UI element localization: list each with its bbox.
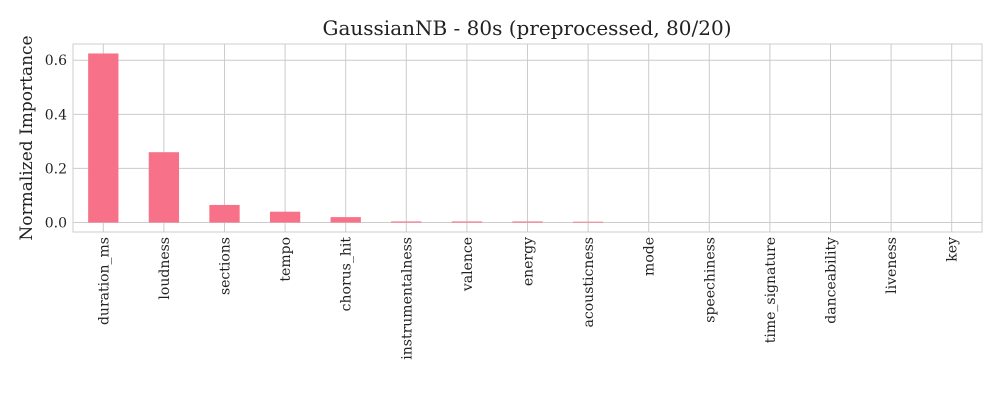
bar-tempo [269,211,301,223]
y-tick-label: 0.2 [45,161,67,177]
x-tick-label: mode [642,237,658,276]
x-tick-label: loudness [157,237,173,300]
bar-acousticness [572,221,604,223]
x-tick-label: energy [521,237,537,286]
bars [88,53,604,223]
grid-lines [73,44,982,232]
bar-duration-ms [88,53,119,223]
plot-frame [72,43,983,233]
x-tick-label: speechiness [702,237,718,323]
bar-sections [209,204,240,223]
y-axis-label: Normalized Importance [17,35,37,240]
bar-instrumentalness [391,221,422,223]
x-tick-label: valence [460,237,476,292]
x-tick-label: instrumentalness [399,237,415,360]
y-tick-label: 0.4 [45,107,67,123]
bar-chorus-hit [330,217,361,223]
x-tick-label: acousticness [581,237,597,327]
y-tick-labels: 0.0 0.2 0.4 0.6 [45,53,67,231]
x-tick-label: tempo [278,237,294,282]
x-tick-label: key [945,237,961,262]
bar-loudness [148,152,180,223]
x-tick-label: duration_ms [96,237,112,325]
x-tick-label: sections [218,237,234,295]
y-tick-label: 0.0 [45,216,67,232]
x-tick-label: chorus_hit [339,237,355,312]
x-tick-label: time_signature [763,237,779,343]
bar-valence [451,221,483,223]
bar-energy [512,221,543,223]
x-tick-label: danceability [824,237,840,324]
chart-title: GaussianNB - 80s (preprocessed, 80/20) [322,16,731,40]
x-tick-label: liveness [884,237,900,294]
x-tick-labels: duration_ms loudness sections tempo chorus_h… [96,237,960,360]
y-tick-label: 0.6 [45,53,67,69]
